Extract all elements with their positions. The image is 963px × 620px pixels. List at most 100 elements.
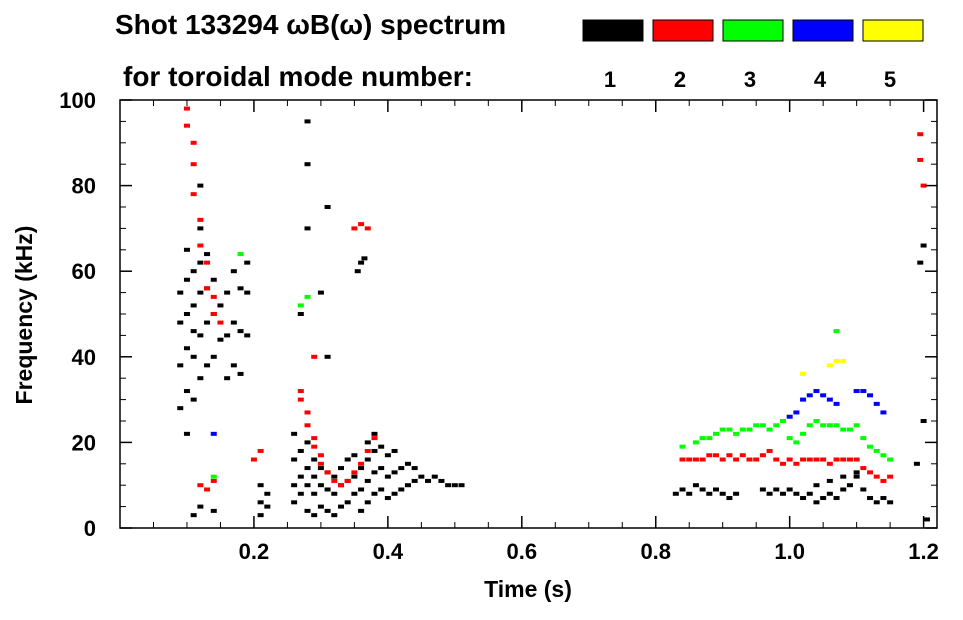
- spectrum-point-mode-1-159: [853, 470, 860, 475]
- spectrum-point-mode-1-108: [411, 466, 418, 471]
- spectrum-point-mode-3-33: [880, 453, 887, 458]
- spectrum-point-mode-1-0: [177, 406, 184, 411]
- spectrum-point-mode-3-3: [210, 474, 217, 479]
- spectrum-point-mode-1-3: [177, 290, 184, 295]
- spectrum-point-mode-1-2: [177, 320, 184, 325]
- spectrum-point-mode-1-68: [324, 508, 331, 513]
- spectrum-point-mode-1-77: [344, 500, 351, 505]
- legend-swatch-mode-2: [652, 19, 714, 42]
- spectrum-point-mode-2-20: [304, 423, 311, 428]
- spectrum-point-mode-1-120: [317, 290, 324, 295]
- legend-swatch-mode-5: [862, 19, 924, 42]
- spectrum-point-mode-2-14: [210, 478, 217, 483]
- spectrum-point-mode-2-41: [706, 453, 713, 458]
- spectrum-point-mode-2-19: [304, 410, 311, 415]
- spectrum-point-mode-4-9: [860, 389, 867, 394]
- spectrum-point-mode-1-109: [418, 474, 425, 479]
- x-tick-label: 1.2: [908, 539, 939, 564]
- legend-label-mode-5: 5: [884, 67, 896, 92]
- spectrum-point-mode-1-60: [304, 440, 311, 445]
- spectrum-point-mode-1-130: [699, 487, 706, 492]
- spectrum-point-mode-1-29: [217, 303, 224, 308]
- spectrum-point-mode-2-8: [204, 286, 211, 291]
- plot-frame: [119, 99, 938, 529]
- spectrum-point-mode-2-27: [337, 483, 344, 488]
- spectrum-point-mode-1-89: [364, 440, 371, 445]
- spectrum-point-mode-2-67: [880, 478, 887, 483]
- spectrum-point-mode-3-7: [706, 436, 713, 441]
- spectrum-point-mode-3-14: [753, 423, 760, 428]
- legend-label-mode-2: 2: [674, 67, 686, 92]
- spectrum-point-mode-1-80: [351, 491, 358, 496]
- y-tick-label: 40: [72, 345, 96, 370]
- spectrum-point-mode-3-1: [297, 303, 304, 308]
- spectrum-point-mode-1-22: [204, 320, 211, 325]
- spectrum-point-mode-1-96: [378, 444, 385, 449]
- spectrum-point-mode-3-6: [699, 436, 706, 441]
- spectrum-point-mode-1-69: [324, 487, 331, 492]
- spectrum-point-mode-1-91: [371, 470, 378, 475]
- spectrum-point-mode-1-9: [183, 247, 190, 252]
- spectrum-point-mode-1-65: [317, 504, 324, 509]
- spectrum-point-mode-1-150: [853, 474, 860, 479]
- spectrum-point-mode-4-13: [210, 431, 217, 436]
- spectrum-point-mode-1-121: [324, 354, 331, 359]
- spectrum-point-mode-1-43: [197, 504, 204, 509]
- spectrum-point-mode-2-54: [793, 461, 800, 466]
- y-tick-label: 0: [84, 516, 96, 541]
- spectrum-point-mode-1-67: [317, 466, 324, 471]
- spectrum-point-mode-4-3: [806, 393, 813, 398]
- spectrum-point-mode-3-4: [679, 444, 686, 449]
- spectrum-point-mode-2-33: [311, 354, 318, 359]
- spectrum-point-mode-3-29: [853, 423, 860, 428]
- spectrum-point-mode-1-99: [384, 453, 391, 458]
- spectrum-point-mode-2-53: [786, 457, 793, 462]
- x-tick-label: 0.6: [507, 539, 538, 564]
- spectrum-point-mode-1-153: [873, 500, 880, 505]
- spectrum-point-mode-2-34: [351, 226, 358, 231]
- spectrum-point-mode-1-136: [759, 487, 766, 492]
- spectrum-point-mode-1-11: [190, 354, 197, 359]
- spectrum-point-mode-1-152: [867, 496, 874, 501]
- spectrum-point-mode-1-162: [913, 461, 920, 466]
- spectrum-point-mode-2-2: [190, 140, 197, 145]
- spectrum-point-mode-1-48: [264, 504, 271, 509]
- spectrum-point-mode-1-151: [860, 487, 867, 492]
- spectrum-point-mode-2-45: [733, 457, 740, 462]
- spectrum-point-mode-2-30: [358, 461, 365, 466]
- spectrum-point-mode-2-25: [324, 470, 331, 475]
- spectrum-point-mode-3-34: [887, 457, 894, 462]
- spectrum-point-mode-4-11: [873, 401, 880, 406]
- spectrum-point-mode-1-50: [291, 500, 298, 505]
- spectrum-point-mode-1-142: [800, 496, 807, 501]
- spectrum-point-mode-5-0: [826, 363, 833, 368]
- spectrum-point-mode-2-68: [887, 474, 894, 479]
- spectrum-point-mode-4-6: [826, 397, 833, 402]
- plot-area: [119, 99, 938, 529]
- spectrum-point-mode-1-132: [713, 487, 720, 492]
- spectrum-point-mode-1-118: [304, 162, 311, 167]
- spectrum-point-mode-2-65: [867, 470, 874, 475]
- spectrum-point-mode-1-164: [923, 517, 930, 522]
- spectrum-point-mode-1-81: [351, 474, 358, 479]
- spectrum-point-mode-2-46: [739, 453, 746, 458]
- legend-label-mode-1: 1: [604, 67, 616, 92]
- legend-swatch-mode-1: [582, 19, 644, 42]
- spectrum-point-mode-1-5: [183, 389, 190, 394]
- legend-swatch-mode-3: [722, 19, 784, 42]
- spectrum-point-mode-3-16: [766, 427, 773, 432]
- spectrum-point-mode-1-128: [686, 491, 693, 496]
- spectrum-point-mode-2-42: [713, 453, 720, 458]
- spectrum-point-mode-2-36: [364, 226, 371, 231]
- spectrum-point-mode-3-32: [873, 448, 880, 453]
- spectrum-point-mode-2-39: [692, 457, 699, 462]
- spectrum-point-mode-2-4: [190, 192, 197, 197]
- spectrum-point-mode-1-8: [183, 277, 190, 282]
- spectrum-point-mode-1-12: [190, 329, 197, 334]
- spectrum-point-mode-2-10: [210, 312, 217, 316]
- spectrum-point-mode-1-27: [210, 277, 217, 282]
- spectrum-point-mode-1-40: [244, 290, 251, 295]
- spectrum-point-mode-2-70: [920, 183, 927, 188]
- spectrum-point-mode-1-126: [672, 491, 679, 496]
- spectrum-point-mode-1-63: [311, 474, 318, 479]
